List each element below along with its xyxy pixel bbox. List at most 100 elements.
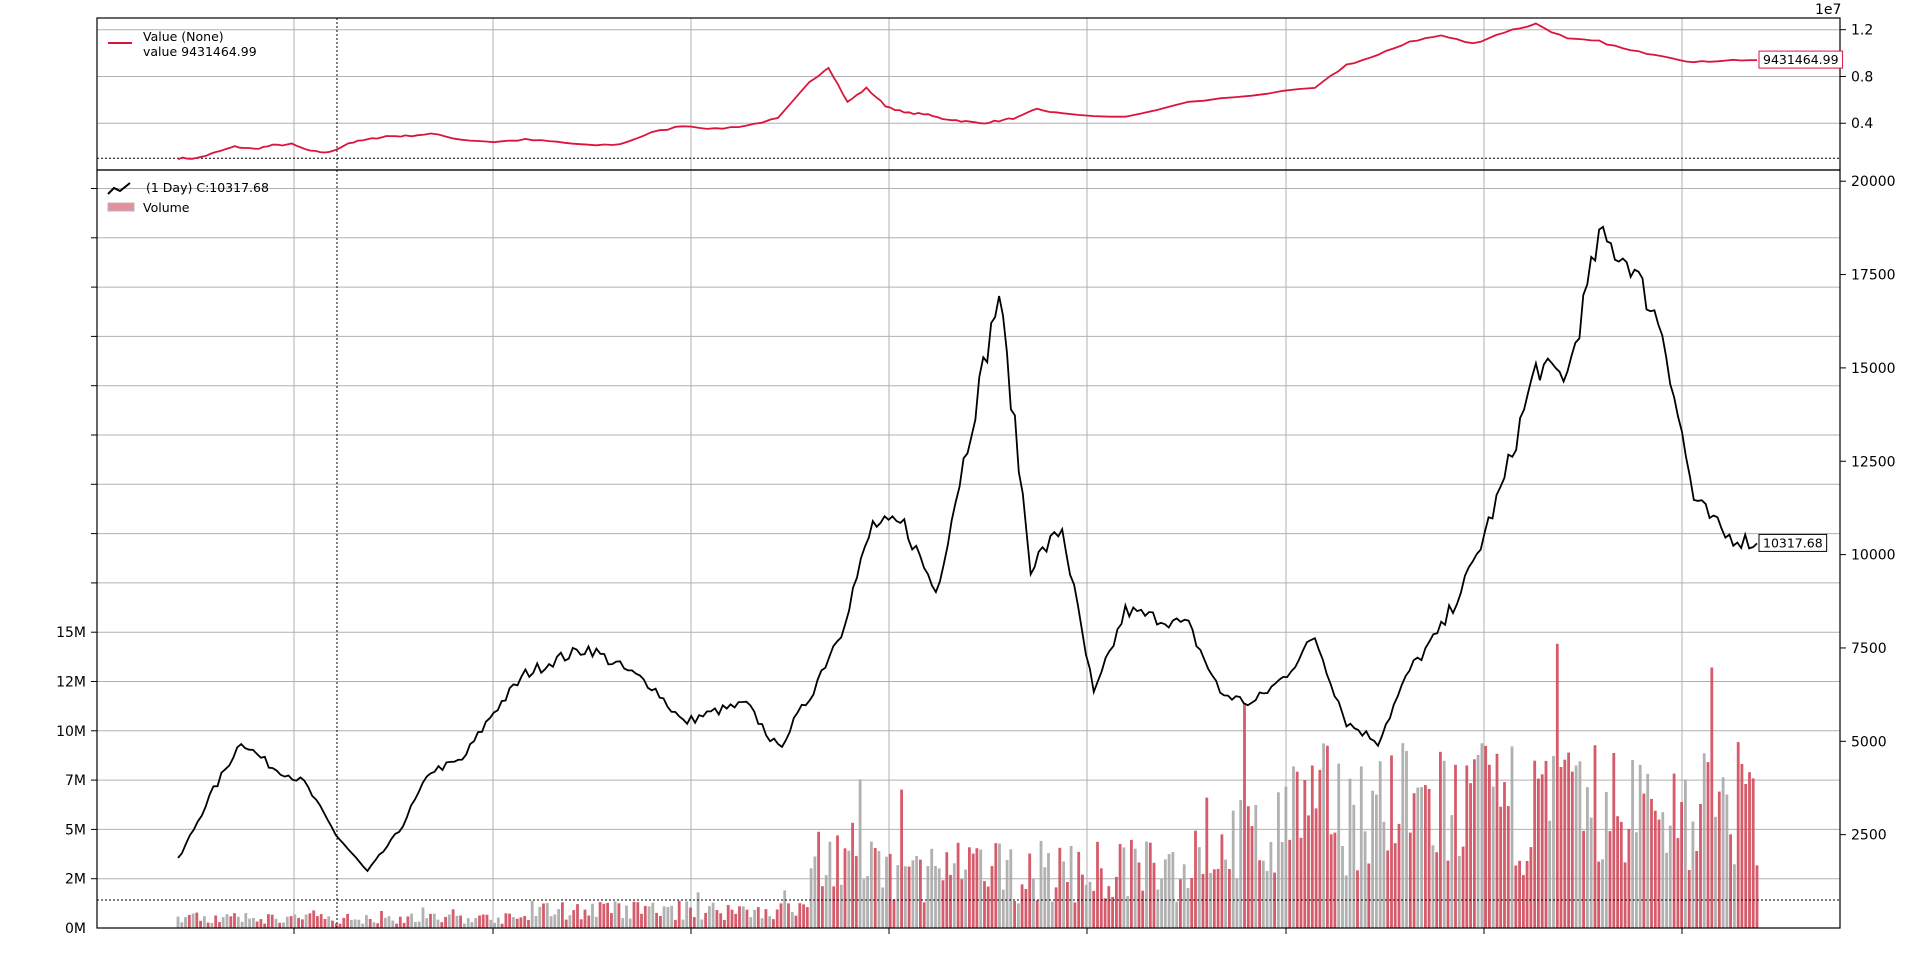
volume-bar <box>1733 864 1736 928</box>
price-last-label: 10317.68 <box>1758 533 1828 552</box>
volume-bar <box>576 904 579 928</box>
volume-bar <box>429 913 432 928</box>
volume-bar <box>930 848 934 928</box>
volume-bar <box>1412 793 1416 928</box>
volume-bar <box>1115 876 1118 928</box>
volume-bar <box>512 917 515 928</box>
volume-bar <box>233 913 236 928</box>
volume-bar <box>662 906 666 928</box>
volume-bar <box>1653 810 1657 928</box>
volume-bar <box>1047 853 1050 928</box>
volume-bar <box>1194 830 1197 928</box>
volume-bar <box>1160 878 1163 928</box>
volume-bar <box>1439 751 1442 928</box>
volume-bar <box>1084 884 1088 928</box>
volume-bar <box>372 922 376 928</box>
volume-bar <box>704 912 707 928</box>
volume-bar <box>270 914 274 928</box>
volume-bar <box>851 822 854 928</box>
volume-bar <box>248 918 251 928</box>
volume-bar <box>1356 870 1359 928</box>
volume-bar <box>1518 860 1521 928</box>
volume-bar <box>308 913 312 928</box>
volume-tick-label-2: 5M <box>65 822 86 838</box>
volume-bar <box>1265 871 1269 928</box>
volume-bar <box>1454 764 1457 928</box>
volume-bar <box>685 901 689 928</box>
volume-bar <box>1476 754 1480 928</box>
volume-bar <box>794 915 798 928</box>
volume-bar <box>496 917 500 928</box>
price-panel-frame <box>96 169 1841 929</box>
volume-bar <box>1050 901 1054 928</box>
volume-bar <box>1197 847 1201 928</box>
volume-bar <box>1665 852 1668 928</box>
volume-bar <box>342 917 346 928</box>
volume-bar <box>1427 788 1431 928</box>
volume-bar <box>1457 855 1461 928</box>
volume-bar <box>451 909 455 928</box>
price-tick-label-3: 10000 <box>1851 548 1896 564</box>
price-legend-name: (1 Day) C:10317.68 <box>146 180 269 195</box>
volume-bar <box>1559 767 1563 928</box>
volume-bar <box>180 922 184 928</box>
volume-bar <box>383 917 387 928</box>
volume-bar <box>1088 881 1092 928</box>
volume-bar <box>986 886 990 928</box>
volume-bar <box>564 919 568 928</box>
volume-bar <box>1586 787 1589 928</box>
volume-bar <box>919 859 922 928</box>
volume-bar <box>1171 852 1175 928</box>
volume-bar <box>508 913 511 928</box>
volume-bar <box>466 918 470 928</box>
volume-bar <box>1386 850 1390 928</box>
volume-bar <box>504 913 508 928</box>
price-tick-label-6: 17500 <box>1851 268 1896 284</box>
volume-bar <box>1529 847 1533 928</box>
volume-bar <box>1729 834 1732 928</box>
volume-bar <box>994 843 998 928</box>
volume-bar <box>1491 786 1495 928</box>
price-legend-swatch <box>107 182 131 195</box>
volume-bar <box>523 916 527 928</box>
volume-bar <box>949 874 952 928</box>
volume-bar <box>1416 787 1420 928</box>
volume-bar <box>711 902 715 928</box>
volume-bar <box>1107 886 1111 928</box>
volume-bar <box>726 905 730 928</box>
volume-bar <box>1450 815 1454 928</box>
volume-tick-label-3: 7M <box>65 773 86 789</box>
price-last-label-box <box>1758 533 1828 552</box>
volume-bar <box>1382 821 1386 928</box>
volume-bar <box>1401 743 1405 928</box>
volume-bar <box>1028 853 1032 928</box>
volume-bar <box>1205 797 1209 928</box>
volume-bar <box>1307 815 1310 928</box>
volume-bar <box>1695 851 1699 928</box>
volume-bar <box>628 918 632 928</box>
volume-bar <box>459 915 462 928</box>
volume-bar <box>1032 878 1035 928</box>
price-tick-label-0: 2500 <box>1851 828 1887 844</box>
volume-bar <box>1077 851 1081 928</box>
value-legend-value: value 9431464.99 <box>143 44 257 59</box>
volume-bar <box>1156 889 1160 928</box>
volume-bar <box>587 915 591 928</box>
price-panel: 2500 5000 7500 10000 12500 15000 17500 20000 0M… <box>56 169 1896 937</box>
volume-bar <box>1179 879 1182 928</box>
volume-bar <box>1582 830 1585 928</box>
volume-axis-ticks: 0M 2M 5M 7M 10M 12M 15M <box>56 625 86 937</box>
volume-bar <box>1024 889 1028 928</box>
volume-bar <box>1344 875 1348 928</box>
volume-bar <box>365 915 368 928</box>
volume-bar <box>368 919 372 928</box>
volume-bar <box>1503 782 1506 928</box>
volume-bar <box>651 902 655 928</box>
volume-bar <box>798 903 802 928</box>
volume-bar <box>176 916 180 928</box>
volume-bar <box>1488 764 1491 928</box>
volume-bar <box>1525 861 1529 928</box>
volume-bar <box>568 915 572 928</box>
volume-bar <box>210 922 214 928</box>
volume-bar <box>519 917 523 928</box>
